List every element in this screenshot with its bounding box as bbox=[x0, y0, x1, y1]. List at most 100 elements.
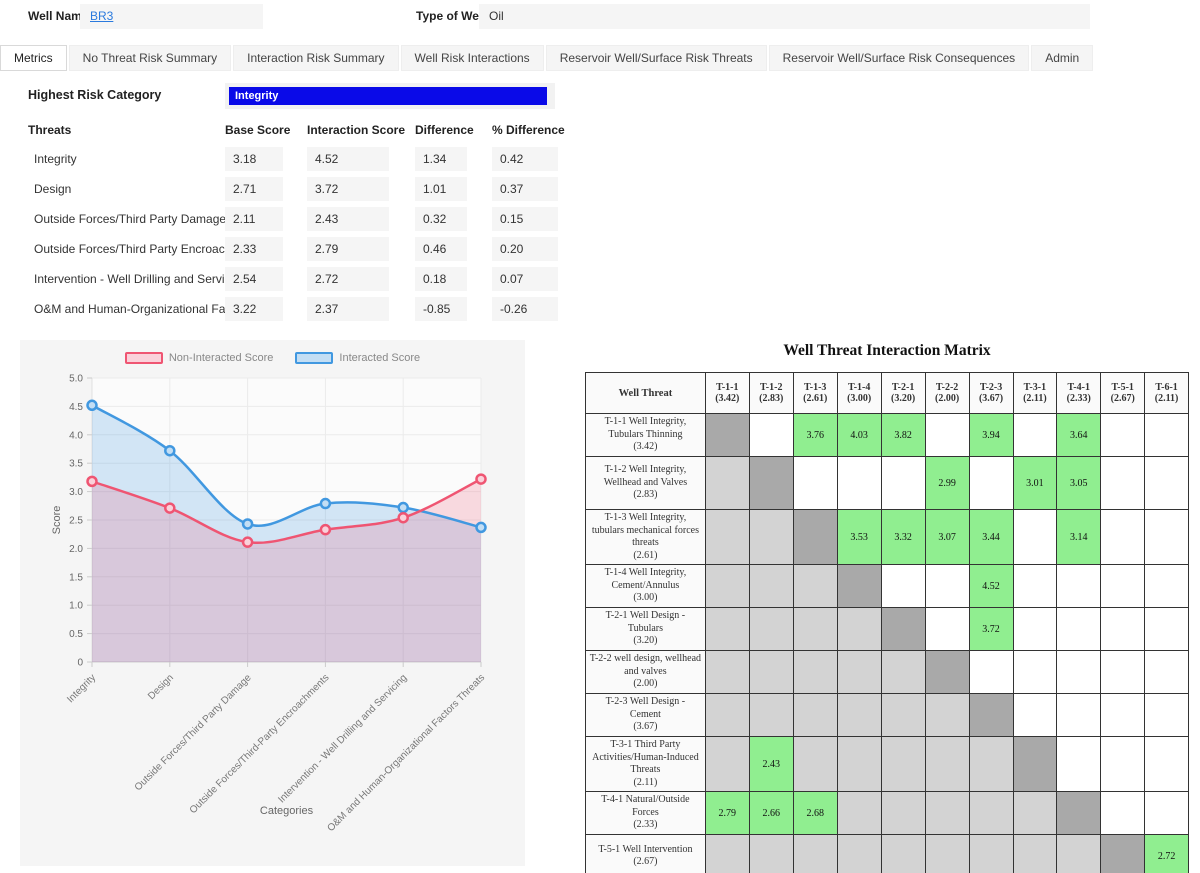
matrix-cell bbox=[1100, 607, 1146, 651]
threat-base-value: 2.11 bbox=[225, 207, 283, 231]
y-tick-label: 2.0 bbox=[69, 544, 83, 555]
matrix-cell: 3.32 bbox=[880, 509, 926, 565]
matrix-col-header-t-2-2: T-2-2 (2.00) bbox=[924, 372, 970, 414]
matrix-cell bbox=[1012, 564, 1058, 608]
threat-difference-value: 0.46 bbox=[415, 237, 467, 261]
matrix-cell: 3.64 bbox=[1056, 413, 1102, 457]
matrix-cell: 4.52 bbox=[968, 564, 1014, 608]
legend-item-interacted-score[interactable]: Interacted Score bbox=[295, 352, 420, 364]
x-category-label: Outside Forces/Third-Party Encroachments bbox=[188, 672, 332, 816]
matrix-row: T-5-1 Well Intervention (2.67) 2.72 bbox=[585, 834, 1189, 873]
matrix-cell bbox=[1144, 693, 1189, 737]
threats-row-design: Design 2.71 3.72 1.01 0.37 bbox=[0, 177, 600, 201]
y-tick-label: 1.0 bbox=[69, 601, 83, 612]
matrix-cell bbox=[1100, 736, 1146, 792]
matrix-cell bbox=[836, 693, 882, 737]
data-point-interacted-score bbox=[86, 399, 98, 412]
well-name-link[interactable]: BR3 bbox=[90, 9, 114, 23]
threat-interaction-value: 3.72 bbox=[307, 177, 389, 201]
data-point-non-interacted-score bbox=[164, 502, 176, 514]
matrix-cell: 3.94 bbox=[968, 413, 1014, 457]
y-tick-label: 4.5 bbox=[69, 402, 83, 413]
matrix-cell bbox=[1056, 607, 1102, 651]
y-tick-label: 3.5 bbox=[69, 459, 83, 470]
threats-header-difference: % Difference bbox=[492, 123, 565, 137]
tab-well-risk-interactions[interactable]: Well Risk Interactions bbox=[400, 45, 544, 71]
matrix-cell bbox=[836, 456, 882, 510]
matrix-cell bbox=[924, 791, 970, 835]
x-category-label: Intervention - Well Drilling and Servici… bbox=[276, 672, 409, 805]
matrix-cell bbox=[1012, 834, 1058, 873]
matrix-cell bbox=[748, 564, 794, 608]
matrix-title: Well Threat Interaction Matrix bbox=[783, 342, 991, 359]
data-point-non-interacted-score bbox=[86, 475, 98, 488]
y-tick-label: 1.5 bbox=[69, 572, 83, 583]
matrix-cell bbox=[1012, 413, 1058, 457]
matrix-cell bbox=[1012, 791, 1058, 835]
matrix-cell bbox=[924, 564, 970, 608]
matrix-cell bbox=[968, 736, 1014, 792]
matrix-row-label: T-2-3 Well Design - Cement (3.67) bbox=[585, 693, 706, 737]
matrix-cell bbox=[924, 834, 970, 873]
matrix-cell bbox=[748, 607, 794, 651]
threats-row-outside-forces-third-party-damage: Outside Forces/Third Party Damage 2.11 2.4… bbox=[0, 207, 600, 231]
matrix-col-header-t-3-1: T-3-1 (2.11) bbox=[1012, 372, 1058, 414]
threat-base-value: 2.33 bbox=[225, 237, 283, 261]
threat-interaction-value: 2.43 bbox=[307, 207, 389, 231]
matrix-row: T-1-2 Well Integrity, Wellhead and Valve… bbox=[585, 456, 1189, 510]
tab-reservoir-well-surface-risk-threats[interactable]: Reservoir Well/Surface Risk Threats bbox=[545, 45, 767, 71]
threat-label: Outside Forces/Third Party Encroachments bbox=[34, 242, 265, 256]
matrix-cell bbox=[880, 834, 926, 873]
matrix-cell: 2.72 bbox=[1144, 834, 1189, 873]
matrix-cell bbox=[924, 736, 970, 792]
y-tick-label: 0 bbox=[77, 658, 83, 669]
matrix-cell bbox=[1144, 509, 1189, 565]
y-tick-label: 2.5 bbox=[69, 516, 83, 527]
tab-metrics[interactable]: Metrics bbox=[0, 45, 67, 71]
matrix-cell bbox=[924, 607, 970, 651]
threat-interaction-value: 2.79 bbox=[307, 237, 389, 261]
matrix-cell bbox=[748, 509, 794, 565]
tab-reservoir-well-surface-risk-consequences[interactable]: Reservoir Well/Surface Risk Consequences bbox=[768, 45, 1030, 71]
threat-label: Outside Forces/Third Party Damage bbox=[34, 212, 227, 226]
matrix-row: T-2-1 Well Design - Tubulars (3.20) 3.72 bbox=[585, 607, 1189, 651]
matrix-row-label: T-1-1 Well Integrity, Tubulars Thinning(… bbox=[585, 413, 706, 457]
matrix-cell bbox=[1144, 607, 1189, 651]
matrix-col-header-t-1-4: T-1-4 (3.00) bbox=[836, 372, 882, 414]
matrix-cell bbox=[1100, 791, 1146, 835]
threats-row-intervention-well-drilling-and-servicing: Intervention - Well Drilling and Servici… bbox=[0, 267, 600, 291]
tab-no-threat-risk-summary[interactable]: No Threat Risk Summary bbox=[68, 45, 232, 71]
matrix-cell bbox=[968, 456, 1014, 510]
matrix-cell bbox=[880, 650, 926, 694]
matrix-cell bbox=[704, 693, 750, 737]
matrix-cell bbox=[748, 834, 794, 873]
legend-swatch bbox=[295, 352, 334, 364]
matrix-cell bbox=[792, 509, 838, 565]
matrix-corner-header: Well Threat bbox=[585, 372, 706, 414]
matrix-cell bbox=[748, 456, 794, 510]
threats-header-threats: Threats bbox=[28, 123, 72, 137]
type-of-well-label: Type of Well bbox=[416, 9, 486, 23]
threats-row-o-m-and-human-organizational-factors: O&M and Human-Organizational Factors 3.22… bbox=[0, 297, 600, 321]
well-name-label: Well Name bbox=[28, 9, 89, 23]
score-chart-panel: Non-Interacted Score Interacted Score 0 0.… bbox=[20, 340, 525, 866]
threat-base-value: 3.22 bbox=[225, 297, 283, 321]
legend-item-non-interacted-score[interactable]: Non-Interacted Score bbox=[124, 352, 273, 364]
threat-pct_difference-value: 0.20 bbox=[492, 237, 558, 261]
threat-base-value: 3.18 bbox=[225, 147, 283, 171]
data-point-interacted-score bbox=[397, 501, 409, 514]
matrix-cell bbox=[792, 650, 838, 694]
matrix-cell bbox=[1144, 736, 1189, 792]
threats-row-outside-forces-third-party-encroachments: Outside Forces/Third Party Encroachments… bbox=[0, 237, 600, 261]
matrix-row-label: T-2-2 well design, wellhead and valves (2… bbox=[585, 650, 706, 694]
threat-difference-value: -0.85 bbox=[415, 297, 467, 321]
threat-label: Design bbox=[34, 182, 72, 196]
matrix-row-label: T-2-1 Well Design - Tubulars (3.20) bbox=[585, 607, 706, 651]
matrix-cell bbox=[1144, 564, 1189, 608]
threat-base-value: 2.71 bbox=[225, 177, 283, 201]
matrix-cell: 4.03 bbox=[836, 413, 882, 457]
matrix-col-header-t-2-1: T-2-1 (3.20) bbox=[880, 372, 926, 414]
tab-admin[interactable]: Admin bbox=[1031, 45, 1094, 71]
matrix-cell bbox=[1056, 834, 1102, 873]
tab-interaction-risk-summary[interactable]: Interaction Risk Summary bbox=[233, 45, 399, 71]
